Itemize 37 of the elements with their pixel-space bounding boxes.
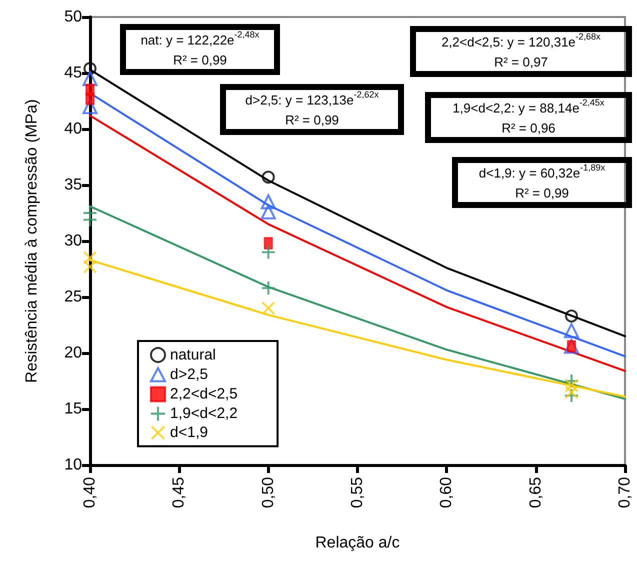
y-tick-label: 20 bbox=[64, 344, 82, 362]
x-tick-label: 0,70 bbox=[616, 476, 634, 508]
y-tick-label: 40 bbox=[64, 120, 82, 138]
point bbox=[565, 386, 578, 399]
point bbox=[262, 170, 275, 184]
y-tick-label: 10 bbox=[64, 456, 82, 474]
legend-label: d<1,9 bbox=[170, 424, 208, 442]
point bbox=[564, 338, 579, 354]
legend-label: d>2,5 bbox=[170, 366, 208, 384]
point bbox=[84, 213, 96, 226]
point bbox=[86, 92, 94, 105]
y-tick-label: 15 bbox=[64, 400, 82, 418]
legend-label: natural bbox=[170, 346, 216, 364]
x-tick-label: 0,50 bbox=[260, 476, 277, 508]
point bbox=[260, 194, 276, 210]
point bbox=[262, 246, 275, 259]
x-tick-label: 0,55 bbox=[349, 476, 366, 508]
legend-label: 2,2<d<2,5 bbox=[170, 386, 238, 403]
y-tick-label: 50 bbox=[64, 8, 82, 26]
point bbox=[565, 310, 578, 323]
y-tick-label: 25 bbox=[64, 288, 82, 306]
point bbox=[84, 260, 96, 274]
y-tick-label: 30 bbox=[64, 232, 82, 250]
x-tick-label: 0,45 bbox=[170, 476, 188, 508]
y-tick-label: 35 bbox=[64, 176, 82, 194]
y-tick-label: 45 bbox=[64, 64, 82, 82]
x-axis-title: Relação a/c bbox=[315, 534, 400, 552]
point bbox=[260, 204, 276, 220]
x-tick-label: 0,60 bbox=[438, 476, 456, 508]
y-axis-title: Resistência média à compressão (MPa) bbox=[24, 99, 40, 383]
legend-label: 1,9<d<2,2 bbox=[170, 405, 238, 422]
x-tick-label: 0,65 bbox=[527, 476, 544, 508]
point bbox=[262, 282, 275, 295]
point bbox=[564, 323, 579, 338]
x-tick-label: 0,40 bbox=[82, 476, 98, 508]
point bbox=[264, 237, 273, 250]
point bbox=[262, 302, 275, 315]
